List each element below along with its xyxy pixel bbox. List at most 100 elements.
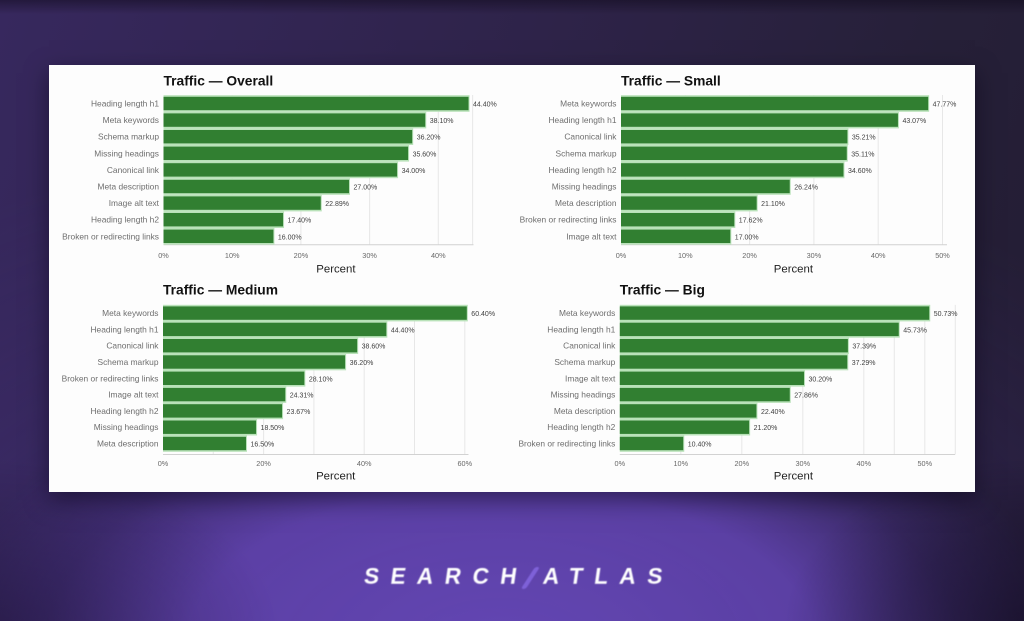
svg-text:37.39%: 37.39% xyxy=(852,344,876,351)
svg-text:22.40%: 22.40% xyxy=(761,409,785,416)
svg-text:17.00%: 17.00% xyxy=(735,234,759,241)
svg-text:Image alt text: Image alt text xyxy=(109,198,160,208)
svg-text:Broken or redirecting links: Broken or redirecting links xyxy=(518,439,615,449)
svg-text:Percent: Percent xyxy=(774,471,814,483)
svg-text:40%: 40% xyxy=(431,251,446,260)
svg-text:40%: 40% xyxy=(856,459,871,468)
svg-text:10%: 10% xyxy=(225,251,240,260)
svg-text:Canonical link: Canonical link xyxy=(564,132,617,142)
svg-text:27.86%: 27.86% xyxy=(794,393,818,400)
svg-text:21.20%: 21.20% xyxy=(754,425,778,432)
svg-text:Heading length h2: Heading length h2 xyxy=(549,165,617,175)
svg-text:Schema markup: Schema markup xyxy=(554,357,615,367)
svg-text:Missing headings: Missing headings xyxy=(94,422,159,432)
svg-text:47.77%: 47.77% xyxy=(933,102,957,109)
svg-text:40%: 40% xyxy=(871,251,886,260)
svg-text:50%: 50% xyxy=(917,459,932,468)
svg-text:Canonical link: Canonical link xyxy=(106,341,159,351)
svg-text:Percent: Percent xyxy=(774,264,814,276)
svg-text:Meta description: Meta description xyxy=(554,406,616,416)
svg-text:Heading length h1: Heading length h1 xyxy=(91,99,159,109)
svg-text:Traffic — Overall: Traffic — Overall xyxy=(164,74,274,89)
svg-text:Image alt text: Image alt text xyxy=(566,231,617,241)
svg-text:20%: 20% xyxy=(294,251,309,260)
svg-text:Image alt text: Image alt text xyxy=(565,373,616,383)
svg-text:0%: 0% xyxy=(615,459,626,468)
svg-text:50%: 50% xyxy=(935,251,950,260)
svg-text:16.00%: 16.00% xyxy=(278,234,302,241)
svg-text:30%: 30% xyxy=(807,251,822,260)
svg-text:0%: 0% xyxy=(158,251,169,260)
svg-text:34.60%: 34.60% xyxy=(848,168,872,175)
svg-text:Percent: Percent xyxy=(316,264,356,276)
svg-text:44.40%: 44.40% xyxy=(391,327,415,334)
svg-text:38.10%: 38.10% xyxy=(430,118,454,125)
svg-text:36.20%: 36.20% xyxy=(350,360,374,367)
svg-text:Schema markup: Schema markup xyxy=(98,357,159,367)
svg-text:Heading length h2: Heading length h2 xyxy=(547,422,615,432)
svg-text:24.31%: 24.31% xyxy=(290,393,314,400)
svg-text:40%: 40% xyxy=(357,459,372,468)
svg-text:22.89%: 22.89% xyxy=(325,201,349,208)
svg-text:Percent: Percent xyxy=(316,471,356,483)
svg-text:Meta keywords: Meta keywords xyxy=(560,99,616,109)
svg-text:20%: 20% xyxy=(742,251,757,260)
svg-text:Missing headings: Missing headings xyxy=(552,182,617,192)
svg-text:35.11%: 35.11% xyxy=(851,151,874,158)
svg-text:10%: 10% xyxy=(673,459,688,468)
svg-text:Traffic — Big: Traffic — Big xyxy=(620,283,705,298)
svg-text:0%: 0% xyxy=(158,459,169,468)
svg-text:10.40%: 10.40% xyxy=(688,442,712,449)
svg-text:Heading length h1: Heading length h1 xyxy=(549,115,617,125)
svg-text:Meta description: Meta description xyxy=(555,198,617,208)
svg-text:Broken or redirecting links: Broken or redirecting links xyxy=(62,231,159,241)
svg-text:38.60%: 38.60% xyxy=(362,344,386,351)
svg-text:20%: 20% xyxy=(734,459,749,468)
svg-text:Traffic — Small: Traffic — Small xyxy=(621,74,721,89)
svg-text:45.73%: 45.73% xyxy=(903,327,927,334)
svg-text:43.07%: 43.07% xyxy=(902,118,926,125)
svg-text:Heading length h2: Heading length h2 xyxy=(91,406,159,416)
svg-text:60%: 60% xyxy=(457,459,472,468)
svg-text:26.24%: 26.24% xyxy=(794,185,818,192)
svg-text:Canonical link: Canonical link xyxy=(563,341,616,351)
svg-text:37.29%: 37.29% xyxy=(852,360,876,367)
svg-text:30%: 30% xyxy=(795,459,810,468)
svg-text:Heading length h2: Heading length h2 xyxy=(91,215,159,225)
svg-text:36.20%: 36.20% xyxy=(417,135,441,142)
svg-text:23.67%: 23.67% xyxy=(287,409,311,416)
svg-text:44.40%: 44.40% xyxy=(473,102,497,109)
svg-text:Heading length h1: Heading length h1 xyxy=(547,324,615,334)
svg-text:Broken or redirecting links: Broken or redirecting links xyxy=(62,373,159,383)
svg-text:Schema markup: Schema markup xyxy=(556,148,617,158)
svg-text:Heading length h1: Heading length h1 xyxy=(91,324,159,334)
svg-text:Missing headings: Missing headings xyxy=(94,148,159,158)
svg-text:Image alt text: Image alt text xyxy=(108,390,159,400)
svg-text:Broken or redirecting links: Broken or redirecting links xyxy=(520,215,617,225)
svg-text:28.10%: 28.10% xyxy=(309,376,333,383)
svg-text:Traffic — Medium: Traffic — Medium xyxy=(163,283,278,298)
svg-text:10%: 10% xyxy=(678,251,693,260)
svg-text:Missing headings: Missing headings xyxy=(551,390,616,400)
svg-text:35.60%: 35.60% xyxy=(413,151,437,158)
svg-text:17.40%: 17.40% xyxy=(288,218,312,225)
svg-text:Meta description: Meta description xyxy=(98,182,160,192)
svg-text:17.62%: 17.62% xyxy=(739,218,763,225)
svg-text:18.50%: 18.50% xyxy=(261,425,285,432)
svg-text:60.40%: 60.40% xyxy=(471,311,495,318)
svg-text:Canonical link: Canonical link xyxy=(107,165,160,175)
svg-text:20%: 20% xyxy=(256,459,271,468)
svg-text:35.21%: 35.21% xyxy=(852,135,876,142)
svg-text:Meta keywords: Meta keywords xyxy=(102,308,158,318)
svg-text:21.10%: 21.10% xyxy=(761,201,785,208)
svg-text:Meta keywords: Meta keywords xyxy=(103,115,159,125)
svg-text:27.00%: 27.00% xyxy=(353,185,377,192)
svg-text:Meta keywords: Meta keywords xyxy=(559,308,615,318)
svg-text:50.73%: 50.73% xyxy=(934,311,958,318)
svg-text:30.20%: 30.20% xyxy=(809,376,833,383)
svg-text:0%: 0% xyxy=(616,251,627,260)
svg-text:16.50%: 16.50% xyxy=(251,442,275,449)
svg-text:Schema markup: Schema markup xyxy=(98,132,159,142)
svg-text:Meta description: Meta description xyxy=(97,439,159,449)
svg-text:30%: 30% xyxy=(362,251,377,260)
